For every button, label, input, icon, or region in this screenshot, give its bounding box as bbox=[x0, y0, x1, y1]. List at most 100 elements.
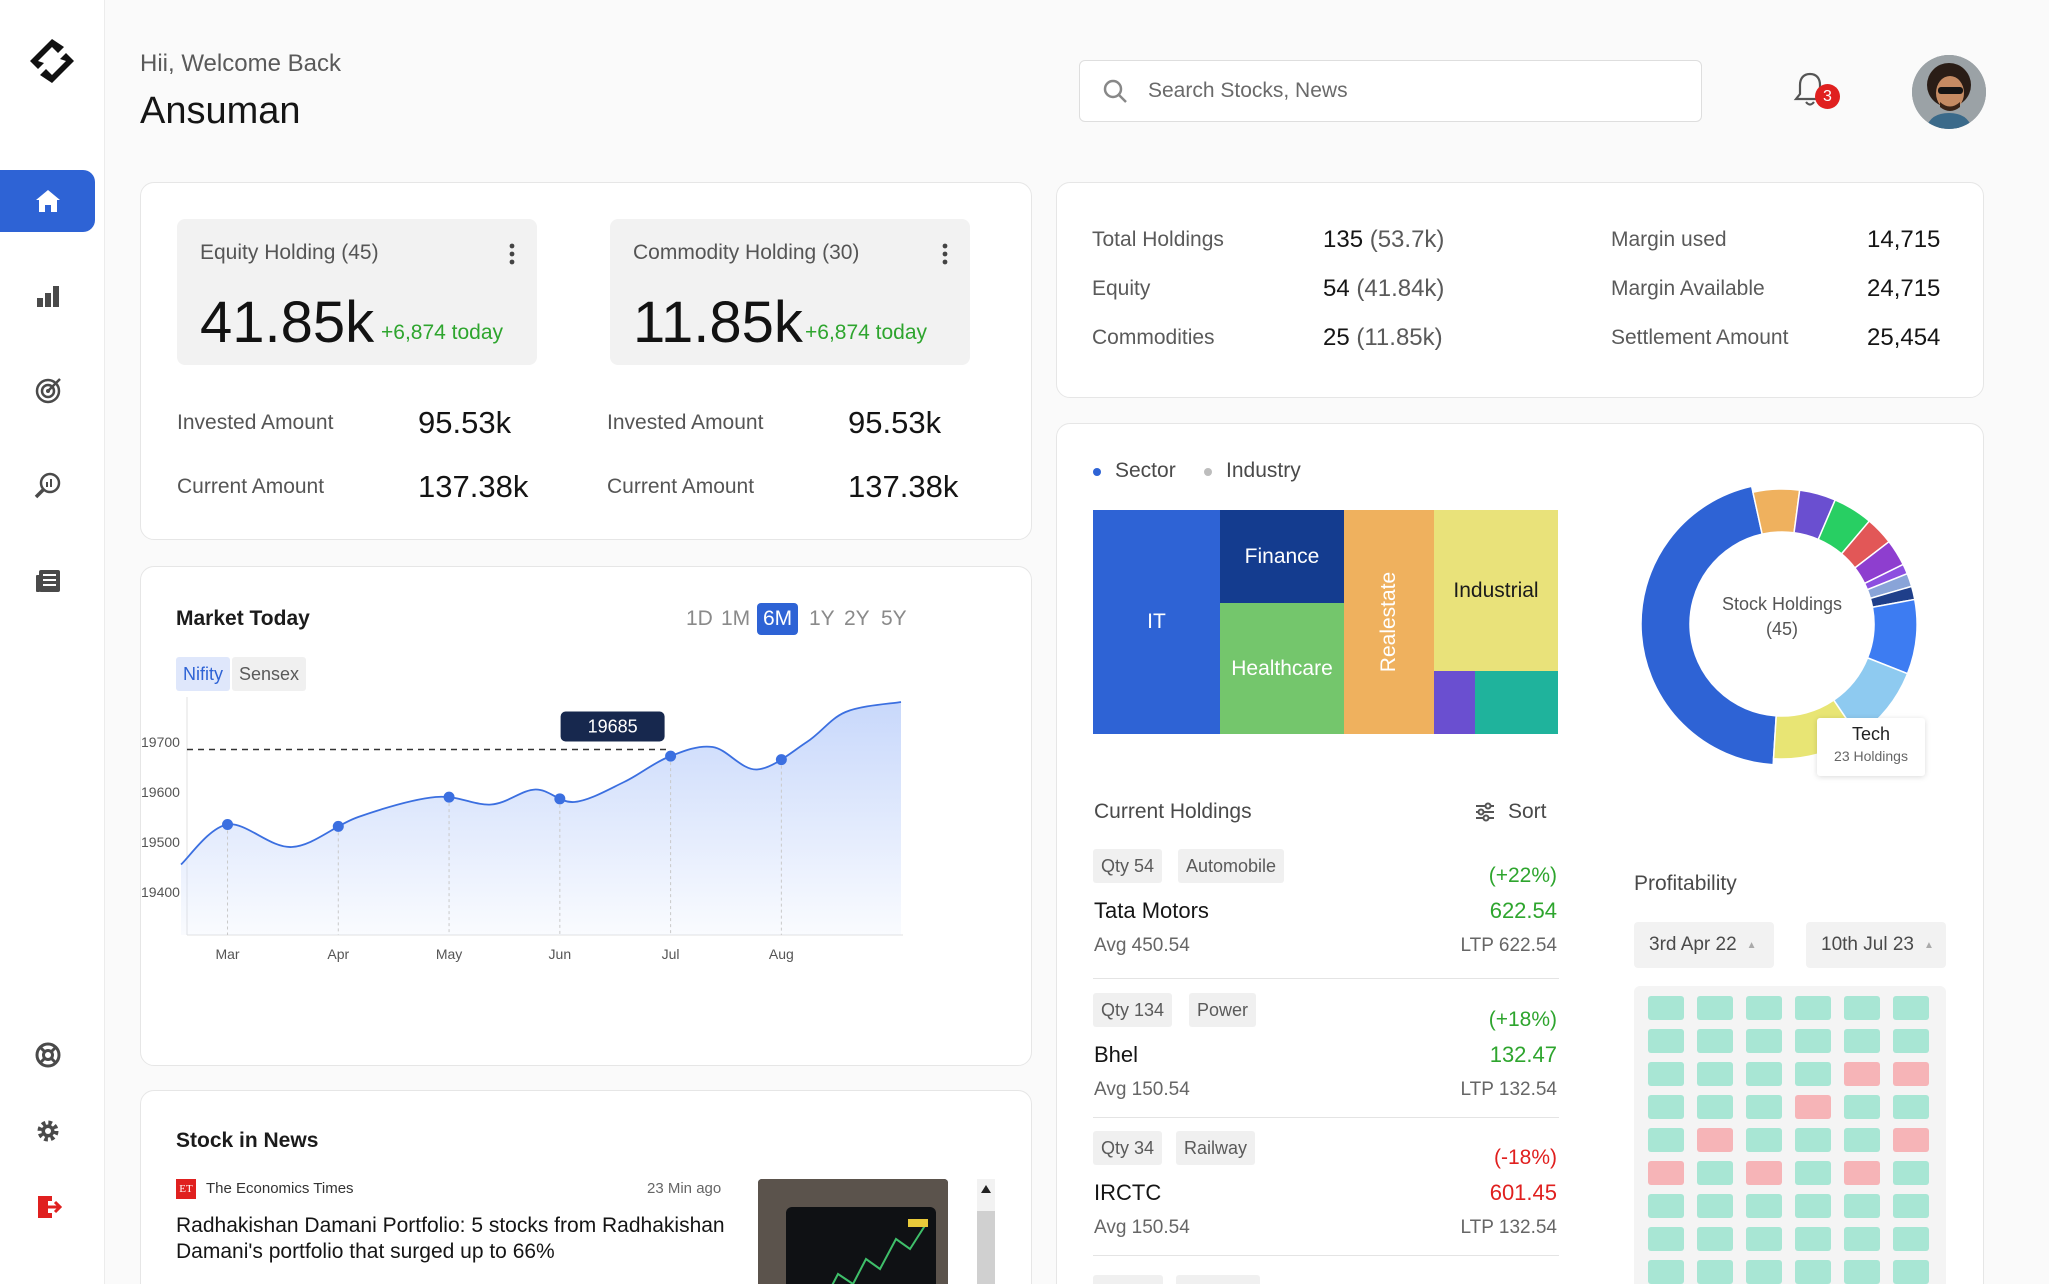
heatmap-cell[interactable] bbox=[1648, 996, 1684, 1020]
heatmap-cell[interactable] bbox=[1648, 1194, 1684, 1218]
index-sensex[interactable]: Sensex bbox=[232, 657, 307, 691]
heatmap-cell[interactable] bbox=[1697, 1161, 1733, 1185]
heatmap-cell[interactable] bbox=[1893, 1260, 1929, 1284]
donut-segment[interactable] bbox=[1640, 485, 1778, 766]
heatmap-cell[interactable] bbox=[1893, 1128, 1929, 1152]
sort-button[interactable]: Sort bbox=[1474, 800, 1547, 824]
data-point[interactable] bbox=[665, 750, 677, 762]
heatmap-cell[interactable] bbox=[1893, 1029, 1929, 1053]
heatmap-cell[interactable] bbox=[1746, 1062, 1782, 1086]
treemap-cell-realestate[interactable]: Realestate bbox=[1344, 510, 1434, 734]
timeframe-1d[interactable]: 1D bbox=[686, 607, 713, 630]
data-point[interactable] bbox=[554, 793, 566, 805]
heatmap-cell[interactable] bbox=[1746, 1227, 1782, 1251]
timeframe-6m[interactable]: 6M bbox=[757, 603, 799, 635]
heatmap-cell[interactable] bbox=[1648, 1128, 1684, 1152]
heatmap-cell[interactable] bbox=[1844, 1227, 1880, 1251]
avatar[interactable] bbox=[1912, 55, 1986, 129]
heatmap-cell[interactable] bbox=[1697, 1128, 1733, 1152]
index-nifity[interactable]: Nifity bbox=[176, 657, 230, 691]
timeframe-5y[interactable]: 5Y bbox=[881, 607, 907, 630]
more-options-icon[interactable] bbox=[509, 243, 515, 265]
heatmap-cell[interactable] bbox=[1795, 1062, 1831, 1086]
heatmap-cell[interactable] bbox=[1697, 1194, 1733, 1218]
timeframe-1m[interactable]: 1M bbox=[721, 607, 751, 630]
heatmap-cell[interactable] bbox=[1844, 1062, 1880, 1086]
heatmap-cell[interactable] bbox=[1844, 1194, 1880, 1218]
heatmap-cell[interactable] bbox=[1648, 1062, 1684, 1086]
to-date-picker[interactable]: 10th Jul 23 ▲ bbox=[1806, 922, 1946, 968]
heatmap-cell[interactable] bbox=[1844, 996, 1880, 1020]
heatmap-cell[interactable] bbox=[1844, 1260, 1880, 1284]
heatmap-cell[interactable] bbox=[1697, 1029, 1733, 1053]
legend-sector[interactable]: Sector bbox=[1115, 459, 1176, 482]
treemap-cell-healthcare[interactable]: Healthcare bbox=[1220, 603, 1344, 734]
treemap-cell-other-1[interactable] bbox=[1434, 671, 1475, 734]
heatmap-cell[interactable] bbox=[1746, 1128, 1782, 1152]
heatmap-cell[interactable] bbox=[1844, 1029, 1880, 1053]
scrollbar-thumb[interactable] bbox=[977, 1211, 995, 1284]
stock-name[interactable]: Tata Motors bbox=[1094, 898, 1209, 923]
heatmap-cell[interactable] bbox=[1795, 1227, 1831, 1251]
heatmap-cell[interactable] bbox=[1795, 1161, 1831, 1185]
stock-name[interactable]: Bhel bbox=[1094, 1042, 1139, 1067]
heatmap-cell[interactable] bbox=[1795, 996, 1831, 1020]
sidebar-item-target[interactable] bbox=[0, 360, 95, 422]
heatmap-cell[interactable] bbox=[1648, 1260, 1684, 1284]
heatmap-cell[interactable] bbox=[1746, 1029, 1782, 1053]
heatmap-cell[interactable] bbox=[1648, 1161, 1684, 1185]
news-scrollbar[interactable] bbox=[977, 1179, 995, 1284]
treemap-cell-industrial[interactable]: Industrial bbox=[1434, 510, 1558, 671]
sidebar-item-support[interactable] bbox=[0, 1024, 95, 1086]
timeframe-1y[interactable]: 1Y bbox=[809, 607, 835, 630]
commodity-holding-box[interactable]: Commodity Holding (30) 11.85k +6,874 tod… bbox=[610, 219, 970, 365]
heatmap-cell[interactable] bbox=[1648, 1227, 1684, 1251]
news-headline[interactable]: Radhakishan Damani Portfolio: 5 stocks f… bbox=[176, 1214, 725, 1263]
heatmap-cell[interactable] bbox=[1746, 1095, 1782, 1119]
heatmap-cell[interactable] bbox=[1893, 1062, 1929, 1086]
donut-segment[interactable] bbox=[1752, 488, 1801, 536]
heatmap-cell[interactable] bbox=[1795, 1095, 1831, 1119]
heatmap-cell[interactable] bbox=[1697, 996, 1733, 1020]
heatmap-cell[interactable] bbox=[1697, 1227, 1733, 1251]
heatmap-cell[interactable] bbox=[1893, 996, 1929, 1020]
heatmap-cell[interactable] bbox=[1697, 1095, 1733, 1119]
data-point[interactable] bbox=[775, 754, 787, 766]
heatmap-cell[interactable] bbox=[1795, 1194, 1831, 1218]
data-point[interactable] bbox=[443, 791, 455, 803]
heatmap-cell[interactable] bbox=[1746, 996, 1782, 1020]
sidebar-item-research[interactable] bbox=[0, 455, 95, 517]
heatmap-cell[interactable] bbox=[1746, 1260, 1782, 1284]
from-date-picker[interactable]: 3rd Apr 22 ▲ bbox=[1634, 922, 1774, 968]
sidebar-item-analytics[interactable] bbox=[0, 265, 95, 327]
heatmap-cell[interactable] bbox=[1844, 1128, 1880, 1152]
more-options-icon[interactable] bbox=[942, 243, 948, 265]
timeframe-2y[interactable]: 2Y bbox=[844, 607, 870, 630]
data-point[interactable] bbox=[222, 819, 234, 830]
sidebar-item-news[interactable] bbox=[0, 550, 95, 612]
heatmap-cell[interactable] bbox=[1697, 1062, 1733, 1086]
news-thumbnail[interactable] bbox=[758, 1179, 948, 1284]
heatmap-cell[interactable] bbox=[1795, 1029, 1831, 1053]
heatmap-cell[interactable] bbox=[1648, 1095, 1684, 1119]
heatmap-cell[interactable] bbox=[1795, 1260, 1831, 1284]
heatmap-cell[interactable] bbox=[1893, 1194, 1929, 1218]
heatmap-cell[interactable] bbox=[1844, 1161, 1880, 1185]
heatmap-cell[interactable] bbox=[1795, 1128, 1831, 1152]
treemap-cell-finance[interactable]: Finance bbox=[1220, 510, 1344, 603]
data-point[interactable] bbox=[332, 820, 344, 832]
scroll-up-icon[interactable] bbox=[981, 1185, 991, 1193]
sidebar-item-home[interactable] bbox=[0, 170, 95, 232]
heatmap-cell[interactable] bbox=[1746, 1194, 1782, 1218]
search-input[interactable] bbox=[1148, 79, 1648, 103]
heatmap-cell[interactable] bbox=[1697, 1260, 1733, 1284]
sidebar-item-settings[interactable] bbox=[0, 1100, 95, 1162]
legend-industry[interactable]: Industry bbox=[1226, 459, 1301, 482]
stock-name[interactable]: IRCTC bbox=[1094, 1180, 1162, 1205]
treemap-cell-other-2[interactable] bbox=[1475, 671, 1558, 734]
heatmap-cell[interactable] bbox=[1893, 1095, 1929, 1119]
heatmap-cell[interactable] bbox=[1893, 1161, 1929, 1185]
treemap-cell-it[interactable]: IT bbox=[1093, 510, 1220, 734]
search-box[interactable] bbox=[1079, 60, 1702, 122]
equity-holding-box[interactable]: Equity Holding (45) 41.85k +6,874 today bbox=[177, 219, 537, 365]
